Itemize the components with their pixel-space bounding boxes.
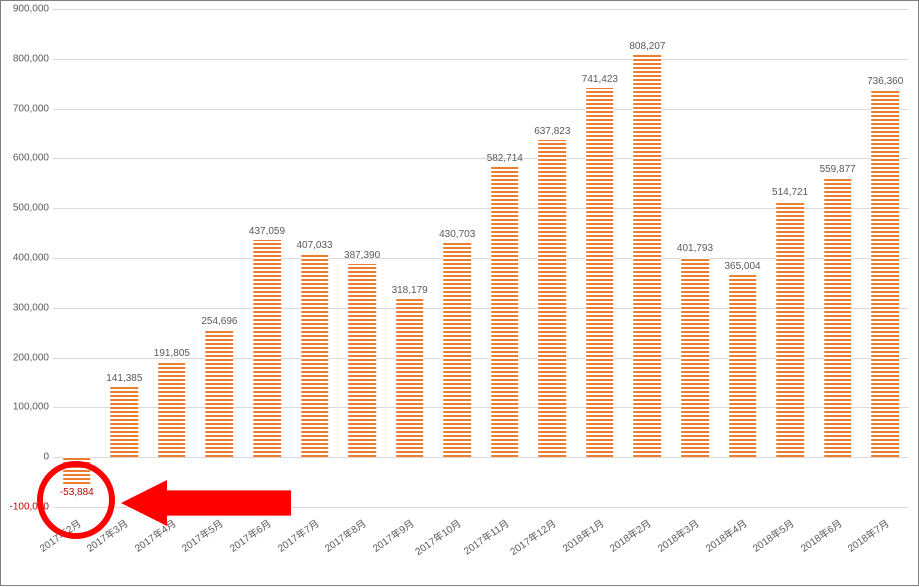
- bar: [824, 178, 852, 457]
- bar-value-label: 808,207: [629, 41, 665, 52]
- bar-slot: 387,390: [338, 9, 386, 507]
- bar-value-label: 365,004: [724, 261, 760, 272]
- gridline: [53, 507, 909, 508]
- bar-value-label: 514,721: [772, 187, 808, 198]
- bar: [871, 90, 899, 457]
- y-tick-label: 0: [5, 452, 49, 463]
- bar: [63, 457, 91, 484]
- y-tick-label: 700,000: [5, 103, 49, 114]
- bars-group: -53,884 141,385 191,805 254,696 437,059 407,0…: [53, 9, 909, 507]
- bar-slot: 254,696: [196, 9, 244, 507]
- bar: [729, 275, 757, 457]
- bar-value-label: 582,714: [487, 153, 523, 164]
- bar-slot: 808,207: [624, 9, 672, 507]
- bar-value-label: 254,696: [201, 316, 237, 327]
- bar-slot: 514,721: [766, 9, 814, 507]
- bar-value-label: 318,179: [392, 285, 428, 296]
- bar: [206, 330, 234, 457]
- bar: [253, 240, 281, 458]
- y-tick-label: 300,000: [5, 302, 49, 313]
- bar-slot: 318,179: [386, 9, 434, 507]
- bar: [776, 201, 804, 457]
- y-tick-label: 200,000: [5, 352, 49, 363]
- bar-value-label: 191,805: [154, 348, 190, 359]
- bar-value-label: 741,423: [582, 74, 618, 85]
- y-tick-label: 600,000: [5, 153, 49, 164]
- bar-slot: 736,360: [861, 9, 909, 507]
- y-tick-label: -100,000: [5, 502, 49, 513]
- y-tick-label: 100,000: [5, 402, 49, 413]
- bar-slot: 365,004: [719, 9, 767, 507]
- bar-value-label: 437,059: [249, 226, 285, 237]
- bar: [539, 140, 567, 458]
- bar: [301, 254, 329, 457]
- bar-value-label: 401,793: [677, 243, 713, 254]
- bar-value-label: 387,390: [344, 250, 380, 261]
- bar: [491, 167, 519, 457]
- bar: [396, 299, 424, 457]
- bar-slot: 437,059: [243, 9, 291, 507]
- bar-slot: 407,033: [291, 9, 339, 507]
- bar: [634, 55, 662, 457]
- bar-value-label: 559,877: [820, 164, 856, 175]
- bar-slot: 401,793: [671, 9, 719, 507]
- bar: [443, 243, 471, 457]
- bar-value-label: 407,033: [296, 240, 332, 251]
- bar-value-label: 141,385: [106, 373, 142, 384]
- y-tick-label: 500,000: [5, 203, 49, 214]
- bar-slot: 141,385: [101, 9, 149, 507]
- bar-value-label: 736,360: [867, 76, 903, 87]
- bar-slot: 430,703: [433, 9, 481, 507]
- bar-slot: 741,423: [576, 9, 624, 507]
- bar-chart: -100,000 0 100,000 200,000 300,000 400,000 500…: [0, 0, 919, 586]
- bar: [111, 387, 139, 457]
- bar-slot: 637,823: [529, 9, 577, 507]
- bar-value-label: 637,823: [534, 126, 570, 137]
- plot-area: -100,0000100,000200,000300,000400,000500…: [53, 9, 909, 507]
- bar: [681, 257, 709, 457]
- y-tick-label: 900,000: [5, 4, 49, 15]
- bar-value-label: 430,703: [439, 229, 475, 240]
- bar-slot: -53,884: [53, 9, 101, 507]
- y-tick-label: 800,000: [5, 53, 49, 64]
- bar: [586, 88, 614, 457]
- bar-value-label: -53,884: [60, 487, 94, 498]
- y-tick-label: 400,000: [5, 253, 49, 264]
- bar-slot: 582,714: [481, 9, 529, 507]
- bar-slot: 559,877: [814, 9, 862, 507]
- bar: [348, 264, 376, 457]
- bar: [158, 362, 186, 458]
- bar-slot: 191,805: [148, 9, 196, 507]
